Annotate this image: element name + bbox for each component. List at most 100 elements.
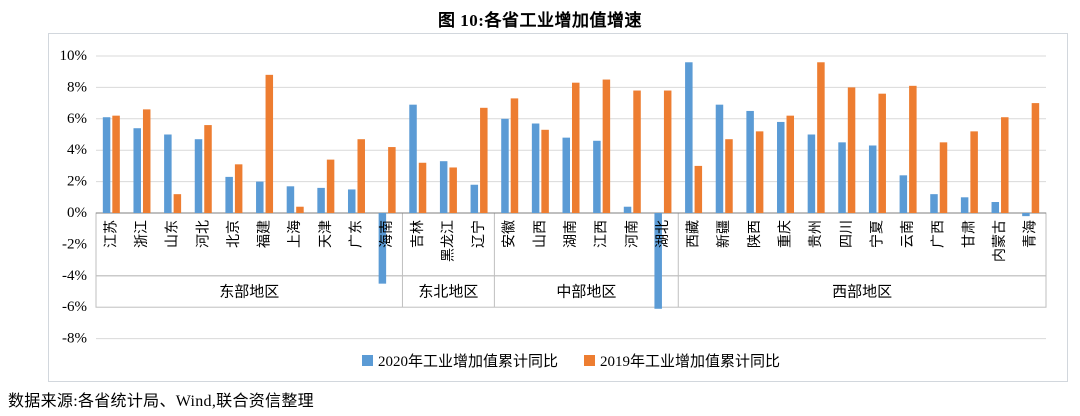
y-tick-label: 10% <box>60 48 88 64</box>
category-label: 云南 <box>900 220 916 248</box>
bar <box>501 118 509 213</box>
bar <box>602 79 611 213</box>
bar <box>786 115 795 213</box>
category-label: 甘肃 <box>961 220 977 248</box>
bar <box>746 110 754 213</box>
region-label: 东部地区 <box>219 284 279 301</box>
chart-container: 东部地区 东北地区 中部地区 西部地区 10% 8% 6% 4% 2% 0% -2% -4% -6% -8… <box>48 33 1068 382</box>
y-tick-label: -4% <box>62 268 87 284</box>
y-tick-label: 6% <box>67 111 87 127</box>
bar <box>286 186 295 213</box>
category-label: 北京 <box>226 220 242 248</box>
category-label: 重庆 <box>778 220 794 248</box>
bar <box>654 213 662 309</box>
source-note: 数据来源:各省统计局、Wind,联合资信整理 <box>8 393 314 410</box>
bar <box>899 175 908 213</box>
region-band <box>95 275 1047 308</box>
bar <box>838 142 846 213</box>
bar <box>847 87 856 213</box>
category-label: 贵州 <box>808 220 824 248</box>
bar <box>388 147 396 213</box>
legend-item: 2019年工业增加值累计同比 <box>584 350 780 371</box>
y-tick-label: 2% <box>67 174 87 190</box>
category-label: 陕西 <box>747 220 763 248</box>
bar <box>265 74 274 213</box>
bar <box>970 131 978 213</box>
bar <box>531 123 540 213</box>
bar <box>817 62 825 213</box>
bar <box>204 125 212 213</box>
bar <box>142 109 151 213</box>
bar <box>878 93 886 213</box>
bar <box>164 134 172 213</box>
bar <box>439 161 448 213</box>
bar <box>562 137 570 213</box>
bar <box>960 197 969 213</box>
bar <box>102 117 111 213</box>
bar <box>1031 103 1040 213</box>
bar <box>317 187 325 213</box>
category-label: 新疆 <box>716 220 732 248</box>
category-label: 湖北 <box>655 220 671 248</box>
y-tick-label: -8% <box>62 331 87 347</box>
chart-legend: 2020年工业增加值累计同比 2019年工业增加值累计同比 <box>96 350 1046 371</box>
bar <box>296 206 304 213</box>
figure-title: 图 10:各省工业增加值增速 <box>438 11 642 30</box>
category-label: 天津 <box>318 220 334 248</box>
bar <box>623 206 632 213</box>
bar <box>225 176 233 213</box>
bar <box>480 107 488 213</box>
bar <box>777 121 785 213</box>
bar <box>685 62 693 213</box>
bar <box>357 139 365 213</box>
legend-swatch-icon <box>361 355 373 366</box>
bar <box>418 162 427 213</box>
bar <box>633 90 641 213</box>
bar <box>930 194 938 213</box>
bar <box>449 167 457 213</box>
bar <box>715 104 724 213</box>
category-label: 福建 <box>257 220 273 248</box>
category-label: 江苏 <box>103 220 119 248</box>
bar <box>725 139 733 213</box>
region-label: 东北地区 <box>418 284 478 301</box>
bar <box>939 142 948 213</box>
legend-label: 2020年工业增加值累计同比 <box>377 354 558 370</box>
category-label: 青海 <box>1023 220 1039 248</box>
y-tick-label: 0% <box>67 205 87 221</box>
category-label: 西藏 <box>686 220 702 248</box>
category-label: 宁夏 <box>868 220 885 248</box>
bar <box>470 184 479 213</box>
bar <box>256 181 264 213</box>
bar <box>541 129 549 213</box>
category-label: 海南 <box>379 220 395 248</box>
legend-swatch-icon <box>584 355 595 366</box>
bar <box>807 134 816 213</box>
category-label: 四川 <box>840 220 855 248</box>
bar <box>234 164 243 213</box>
region-label: 西部地区 <box>832 284 892 301</box>
category-label: 河南 <box>624 220 640 248</box>
bar <box>133 128 141 213</box>
bar <box>593 140 601 213</box>
bar <box>755 131 764 213</box>
bar <box>173 194 182 213</box>
category-label: 湖南 <box>563 220 579 248</box>
category-label: 广东 <box>348 220 364 248</box>
legend-item: 2020年工业增加值累计同比 <box>361 350 558 371</box>
category-label: 上海 <box>287 220 303 248</box>
category-label: 安徽 <box>502 220 518 248</box>
bar-chart-canvas: 东部地区 东北地区 中部地区 西部地区 10% 8% 6% 4% 2% 0% -2% -4% -6% -8… <box>60 48 1047 347</box>
bar <box>1001 117 1009 213</box>
bar <box>991 202 1000 213</box>
category-label: 浙江 <box>134 220 150 248</box>
bar <box>112 115 120 213</box>
bar <box>326 159 335 213</box>
category-label: 辽宁 <box>470 220 487 248</box>
bar <box>378 213 387 284</box>
bar <box>868 145 877 213</box>
bar <box>1022 213 1030 217</box>
bar <box>510 98 519 213</box>
bar <box>663 90 672 213</box>
bar <box>347 189 356 213</box>
